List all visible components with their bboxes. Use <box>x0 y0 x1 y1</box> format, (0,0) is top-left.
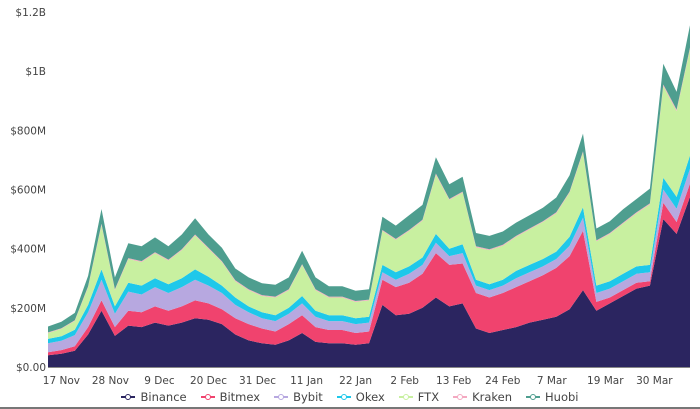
legend-label: Okex <box>355 390 385 404</box>
y-tick-label: $400M <box>10 244 46 256</box>
bottom-border <box>0 407 700 409</box>
area-layers <box>48 25 690 367</box>
area-binance <box>48 196 690 367</box>
legend-item-okex[interactable]: Okex <box>336 390 385 404</box>
legend-label: Bitmex <box>219 390 261 404</box>
legend-marker-icon <box>274 393 289 401</box>
y-tick-label: $200M <box>10 303 46 315</box>
x-tick-label: 13 Feb <box>436 375 472 387</box>
area-bybit <box>48 168 690 353</box>
area-okex <box>48 155 690 344</box>
x-tick-label: 7 Mar <box>537 375 568 387</box>
legend-label: Huobi <box>545 390 579 404</box>
legend-label: Binance <box>140 390 187 404</box>
legend-item-huobi[interactable]: Huobi <box>526 390 579 404</box>
legend-label: Kraken <box>472 390 513 404</box>
y-axis: $0.00 $200M $400M $600M $800M $1B $1.2B <box>10 7 46 374</box>
x-tick-label: 17 Nov <box>43 375 80 387</box>
legend-marker-icon <box>453 393 468 401</box>
y-tick-label: $1.2B <box>15 7 46 19</box>
x-tick-label: 24 Feb <box>485 375 521 387</box>
legend-marker-icon <box>526 393 541 401</box>
x-tick-label: 22 Jan <box>339 375 372 387</box>
legend: Binance Bitmex Bybit Okex FTX Kraken Huobi <box>0 388 700 406</box>
x-tick-label: 31 Dec <box>239 375 276 387</box>
x-tick-label: 2 Feb <box>390 375 419 387</box>
legend-marker-icon <box>336 393 351 401</box>
legend-marker-icon <box>200 393 215 401</box>
area-ftx <box>48 49 690 339</box>
y-tick-label: $600M <box>10 185 46 197</box>
x-tick-label: 11 Jan <box>290 375 323 387</box>
x-tick-label: 19 Mar <box>587 375 624 387</box>
area-bitmex <box>48 183 690 356</box>
x-tick-label: 20 Dec <box>190 375 227 387</box>
legend-label: FTX <box>417 390 440 404</box>
legend-item-kraken[interactable]: Kraken <box>453 390 512 404</box>
legend-marker-icon <box>121 393 136 401</box>
y-tick-label: $1B <box>25 66 46 78</box>
y-tick-label: $0.00 <box>16 362 46 374</box>
legend-item-ftx[interactable]: FTX <box>398 390 440 404</box>
x-axis: 17 Nov 28 Nov 9 Dec 20 Dec 31 Dec 11 Jan 22 Ja… <box>43 375 673 387</box>
legend-marker-icon <box>398 393 413 401</box>
x-tick-label: 28 Nov <box>92 375 129 387</box>
legend-label: Bybit <box>293 390 323 404</box>
y-tick-label: $800M <box>10 125 46 137</box>
legend-item-binance[interactable]: Binance <box>121 390 187 404</box>
legend-item-bitmex[interactable]: Bitmex <box>200 390 261 404</box>
legend-item-bybit[interactable]: Bybit <box>274 390 323 404</box>
x-tick-label: 30 Mar <box>636 375 673 387</box>
x-tick-label: 9 Dec <box>144 375 175 387</box>
